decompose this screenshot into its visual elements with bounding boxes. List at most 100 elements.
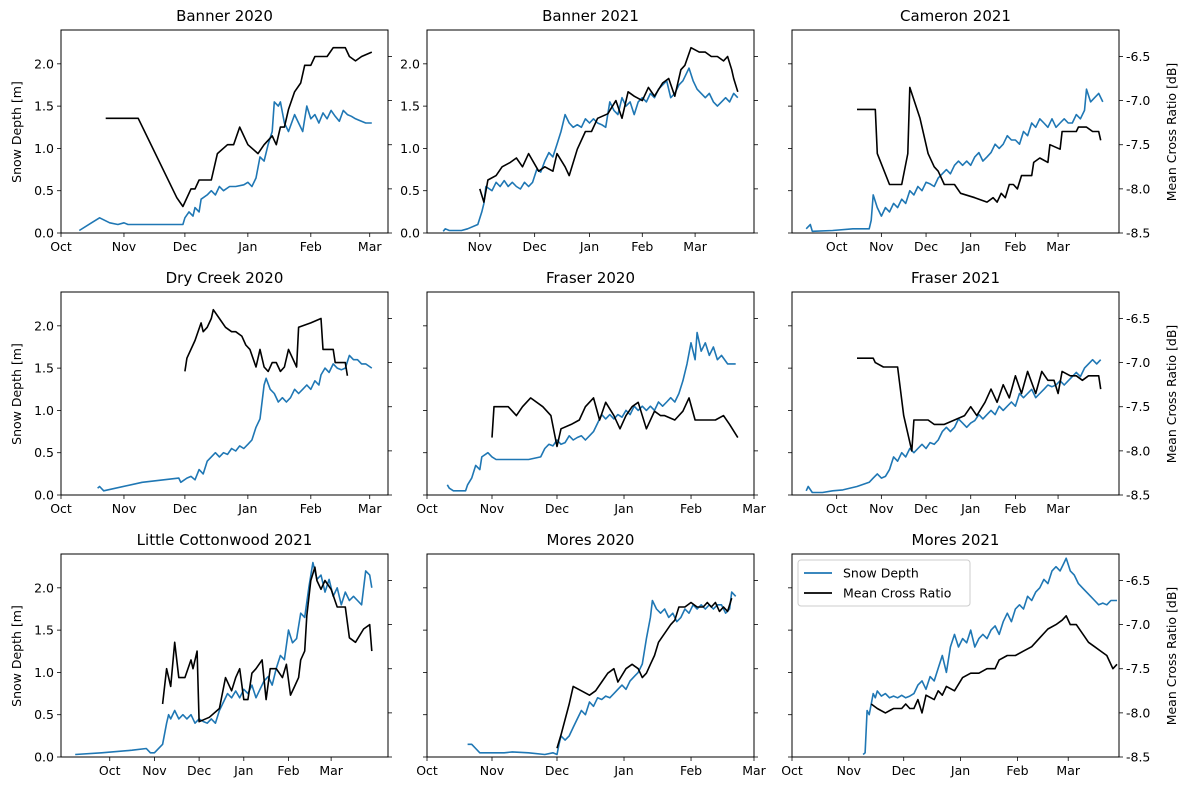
- snow-depth-line: [862, 557, 1117, 756]
- x-tick-label: Feb: [277, 763, 299, 778]
- y-tick-label: 0.0: [34, 488, 54, 503]
- subplot-title: Fraser 2021: [911, 269, 1000, 287]
- x-tick-label: Nov: [869, 501, 894, 516]
- y2-tick-label: -6.5: [1126, 311, 1150, 326]
- x-tick-label: Oct: [99, 763, 121, 778]
- x-tick-label: Mar: [1056, 763, 1080, 778]
- mean-cross-ratio-line: [105, 46, 373, 208]
- snow-depth-line: [442, 67, 739, 232]
- left-axis-label-row-1: Snow Depth [m]: [9, 81, 24, 183]
- y2-tick-label: -7.0: [1126, 617, 1150, 632]
- mean-cross-ratio-line: [184, 308, 349, 376]
- y-tick-label: 1.0: [34, 141, 54, 156]
- y2-tick-label: -8.5: [1126, 750, 1150, 765]
- plot-frame: [426, 291, 755, 496]
- y-tick-label: 0.5: [34, 445, 54, 460]
- y2-tick-label: -7.5: [1126, 137, 1150, 152]
- y-tick-label: 0.5: [34, 707, 54, 722]
- x-tick-label: Dec: [892, 763, 916, 778]
- x-tick-label: Jan: [233, 763, 253, 778]
- subplot-8: Mores 2021 Oct Nov Dec Jan Feb Mar -8.5 -8.0 -7.5…: [781, 531, 1150, 778]
- y2-tick-label: -7.0: [1126, 93, 1150, 108]
- y-tick-label: 0.0: [400, 226, 420, 241]
- y-tick-label: 1.5: [34, 99, 54, 114]
- plot-frame: [426, 29, 755, 234]
- plot-frame: [791, 291, 1120, 496]
- x-tick-label: Nov: [468, 239, 493, 254]
- x-tick-label: Nov: [480, 501, 505, 516]
- subplot-title: Little Cottonwood 2021: [137, 531, 313, 549]
- y-tick-label: 2.0: [34, 318, 54, 333]
- legend-ratio-label: Mean Cross Ratio: [843, 586, 951, 601]
- subplot-title: Banner 2020: [176, 7, 273, 25]
- x-tick-label: Dec: [173, 501, 197, 516]
- x-tick-label: Feb: [300, 501, 322, 516]
- mean-cross-ratio-line: [857, 357, 1102, 452]
- subplot-4: Fraser 2020 Oct Nov Dec Jan Feb Mar: [416, 269, 766, 516]
- x-tick-label: Mar: [742, 501, 766, 516]
- x-tick-label: Nov: [480, 763, 505, 778]
- y2-tick-label: -8.0: [1126, 181, 1150, 196]
- y2-tick-label: -8.0: [1126, 705, 1150, 720]
- x-tick-label: Oct: [50, 501, 72, 516]
- subplot-7: Mores 2020 Oct Nov Dec Jan Feb Mar: [416, 531, 766, 778]
- subplot-6: Little Cottonwood 2021 Oct Nov Dec Jan Feb Mar…: [34, 531, 392, 778]
- x-tick-label: Dec: [545, 501, 569, 516]
- x-tick-label: Nov: [112, 501, 137, 516]
- y-tick-label: 1.5: [34, 361, 54, 376]
- y-tick-label: 1.0: [400, 141, 420, 156]
- plot-frame: [60, 553, 389, 758]
- x-tick-label: Feb: [680, 763, 702, 778]
- y-tick-label: 2.0: [34, 580, 54, 595]
- y-tick-label: 2.0: [34, 56, 54, 71]
- x-tick-label: Nov: [869, 239, 894, 254]
- y-tick-label: 1.0: [34, 665, 54, 680]
- x-tick-label: Jan: [579, 239, 599, 254]
- x-tick-label: Jan: [613, 501, 633, 516]
- x-tick-label: Dec: [545, 763, 569, 778]
- x-tick-label: Jan: [613, 763, 633, 778]
- x-tick-label: Jan: [960, 239, 980, 254]
- subplot-title: Mores 2021: [912, 531, 1000, 549]
- snow-depth-line: [75, 561, 373, 756]
- subplot-1: Banner 2021 Nov Dec Jan Feb Mar 0.0 0.5 1.0 1.5 2.…: [400, 7, 758, 254]
- subplot-2: Cameron 2021 Oct Nov Dec Jan Feb Mar -8.5 -8.0 -7…: [788, 7, 1150, 254]
- x-tick-label: Dec: [187, 763, 211, 778]
- x-tick-label: Mar: [742, 763, 766, 778]
- legend: Snow Depth Mean Cross Ratio: [797, 559, 971, 607]
- subplot-3: Dry Creek 2020 Oct Nov Dec Jan Feb Mar 0.0 0.5 1.…: [34, 269, 392, 516]
- right-axis-label-row-1: Mean Cross Ratio [dB]: [1164, 63, 1179, 202]
- x-tick-label: Oct: [826, 501, 848, 516]
- y-tick-label: 0.5: [400, 183, 420, 198]
- x-tick-label: Dec: [914, 239, 938, 254]
- y-tick-label: 0.5: [34, 183, 54, 198]
- x-tick-label: Feb: [680, 501, 702, 516]
- y2-tick-label: -7.5: [1126, 399, 1150, 414]
- subplot-0: Banner 2020 Oct Nov Dec Jan Feb Mar 0.0 0.5 1.0 1.…: [34, 7, 392, 254]
- x-tick-label: Oct: [781, 763, 803, 778]
- x-tick-label: Nov: [837, 763, 862, 778]
- subplot-title: Fraser 2020: [546, 269, 635, 287]
- mean-cross-ratio-line: [491, 397, 739, 448]
- y-tick-label: 2.0: [400, 56, 420, 71]
- plot-frame: [426, 553, 755, 758]
- snow-depth-line: [805, 358, 1102, 494]
- left-axis-label-row-2: Snow Depth [m]: [9, 343, 24, 445]
- subplot-title: Banner 2021: [542, 7, 639, 25]
- y2-tick-label: -6.5: [1126, 573, 1150, 588]
- y-tick-label: 1.5: [34, 623, 54, 638]
- x-tick-label: Mar: [1046, 239, 1070, 254]
- x-tick-label: Feb: [300, 239, 322, 254]
- x-tick-label: Mar: [1046, 501, 1070, 516]
- plot-frame: [60, 29, 389, 234]
- right-axis-label-row-2: Mean Cross Ratio [dB]: [1164, 325, 1179, 464]
- y-tick-label: 0.0: [34, 226, 54, 241]
- x-tick-label: Mar: [319, 763, 343, 778]
- x-tick-label: Feb: [631, 239, 653, 254]
- y-tick-label: 0.0: [34, 750, 54, 765]
- subplot-title: Cameron 2021: [900, 7, 1011, 25]
- x-tick-label: Feb: [1006, 763, 1028, 778]
- snow-depth-line: [467, 591, 737, 756]
- mean-cross-ratio-line: [161, 566, 373, 723]
